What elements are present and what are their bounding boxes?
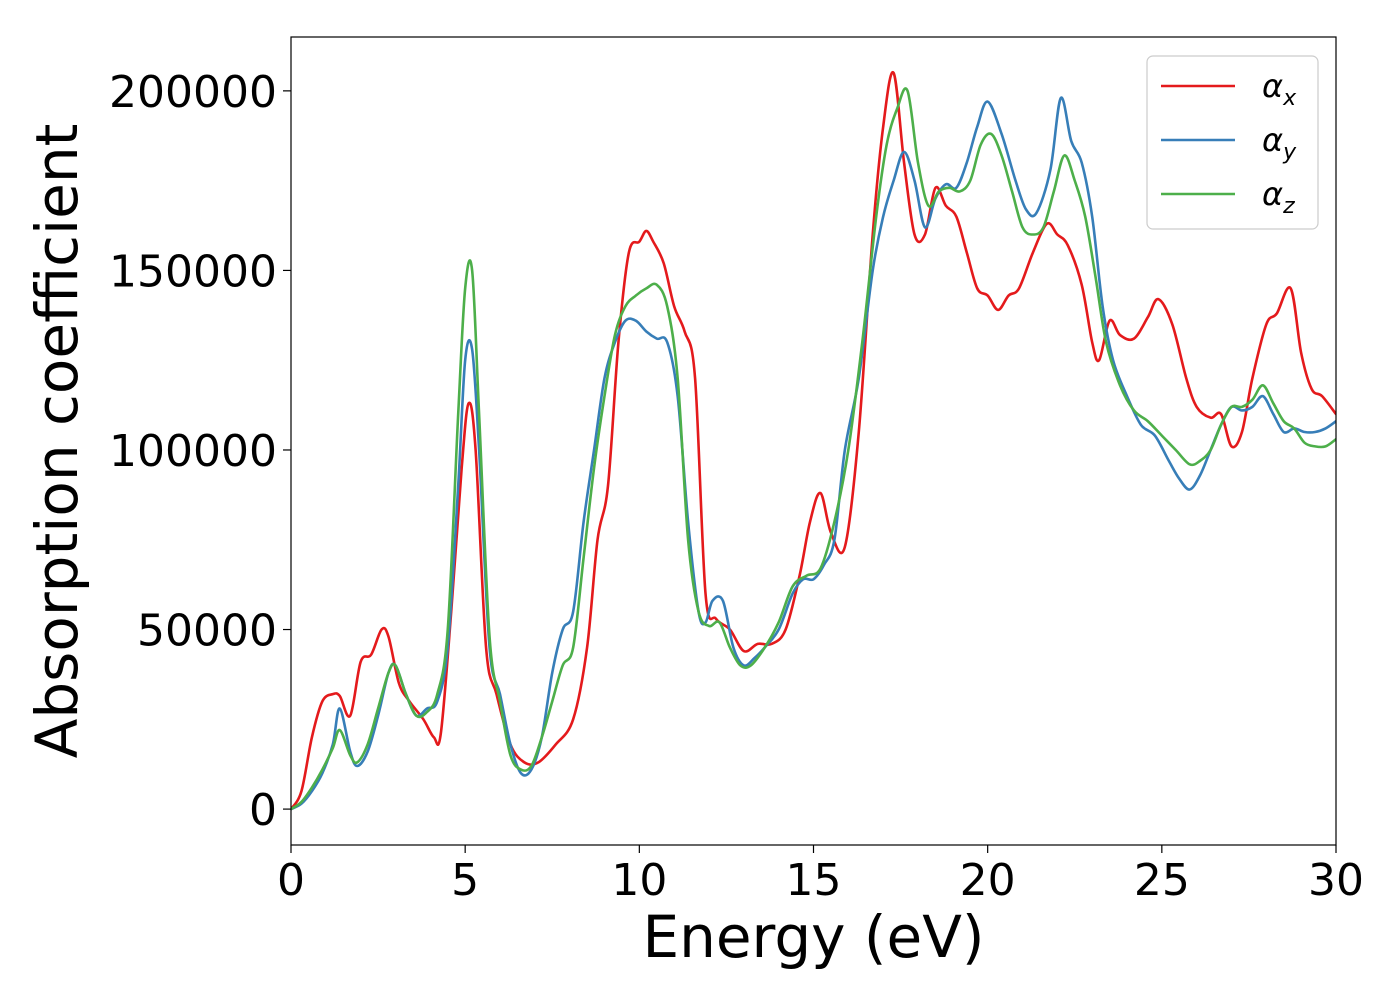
y-axis-label: Absorption coefficient [23,124,91,759]
legend-box [1146,55,1319,230]
legend-label-y: αy [1262,121,1297,165]
x-axis: 0 5 10 15 20 25 30 [277,845,1364,906]
x-tick-label: 20 [960,855,1016,906]
y-tick-label: 0 [249,785,277,836]
legend: αx αy αz [1146,55,1319,230]
y-tick-label: 100000 [109,426,277,477]
series-line-y [291,96,1336,811]
x-tick-label: 0 [277,855,305,906]
series-lines [291,70,1336,811]
y-axis: 0 50000 100000 150000 200000 [109,67,291,836]
x-tick-label: 25 [1134,855,1190,906]
series-line-z [291,87,1336,811]
x-tick-label: 5 [451,855,479,906]
y-tick-label: 50000 [137,606,277,657]
legend-label-x: αx [1262,67,1297,111]
x-axis-label: Energy (eV) [642,903,984,971]
y-tick-label: 150000 [109,246,277,297]
legend-label-z: αz [1262,175,1295,219]
x-tick-label: 15 [786,855,842,906]
y-tick-label: 200000 [109,67,277,118]
x-tick-label: 30 [1308,855,1364,906]
x-tick-label: 10 [611,855,667,906]
